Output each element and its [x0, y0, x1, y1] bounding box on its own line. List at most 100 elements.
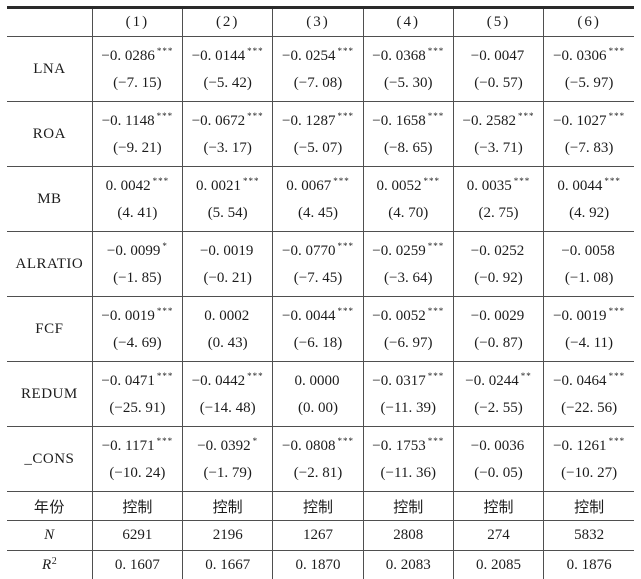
header-cell-model-4: (4) — [362, 7, 454, 37]
significance-stars: *** — [156, 436, 174, 446]
t-statistic: (−3. 64) — [384, 270, 433, 286]
coefficient-value: −0. 1287 — [281, 113, 336, 129]
meta-cell: 2196 — [182, 520, 274, 551]
coef-cell: −0. 0019 (−0. 21) — [182, 231, 274, 297]
t-statistic: (−1. 85) — [113, 270, 162, 286]
t-statistic: (0. 00) — [297, 400, 338, 416]
t-statistic: (−1. 79) — [203, 465, 252, 481]
t-statistic: (−0. 92) — [474, 270, 523, 286]
meta-cell: 1267 — [272, 520, 364, 551]
coefficient-value: 0. 0002 — [204, 308, 250, 324]
t-statistic: (−3. 17) — [203, 140, 252, 156]
coef-cell: −0. 0244 ** (−2. 55) — [452, 361, 545, 427]
significance-stars: *** — [604, 176, 621, 186]
coef-cell: −0. 1027 *** (−7. 83) — [543, 101, 634, 167]
variable-name: MB — [37, 190, 62, 207]
significance-stars: *** — [156, 111, 174, 121]
meta-value: 5832 — [574, 527, 605, 543]
coefficient-value: −0. 0254 — [281, 48, 336, 64]
significance-stars: *** — [608, 111, 626, 121]
significance-stars: *** — [427, 436, 445, 446]
t-statistic: (−7. 08) — [293, 75, 343, 91]
coef-cell: 0. 0052 *** (4. 70) — [362, 166, 454, 232]
coef-cell: −0. 0317 *** (−11. 39) — [362, 361, 454, 427]
t-statistic: (−11. 39) — [380, 400, 436, 416]
row-label: REDUM — [7, 361, 93, 427]
table-row: N 6291 2196 1267 2808 274 5832 — [7, 520, 634, 551]
coefficient-value: −0. 0770 — [281, 243, 336, 259]
coef-cell: −0. 0259 *** (−3. 64) — [362, 231, 454, 297]
t-statistic: (2. 75) — [478, 205, 519, 221]
coef-cell: −0. 0044 *** (−6. 18) — [272, 296, 364, 362]
row-label: ROA — [7, 101, 93, 167]
significance-stars: *** — [423, 176, 440, 186]
coefficient-value: −0. 0019 — [101, 308, 155, 324]
meta-value: 274 — [487, 527, 510, 543]
t-statistic: (−5. 42) — [203, 75, 252, 91]
significance-stars: *** — [247, 371, 264, 381]
meta-cell: 0. 1876 — [543, 550, 634, 579]
significance-stars: *** — [152, 176, 170, 186]
coef-cell: −0. 0471 *** (−25. 91) — [91, 361, 184, 427]
header-cell-model-3: (3) — [272, 7, 364, 37]
coefficient-value: −0. 0392 — [197, 438, 251, 454]
variable-name: R — [42, 557, 52, 573]
meta-cell: 0. 1667 — [182, 550, 274, 579]
header-cell-model-2: (2) — [182, 7, 274, 37]
coef-cell: −0. 0052 *** (−6. 97) — [362, 296, 454, 362]
variable-name: 年份 — [33, 499, 65, 516]
coefficient-value: 0. 0044 — [557, 178, 603, 194]
table-row: FCF −0. 0019 *** (−4. 69) 0. 0002 (0. 43) −0. … — [7, 296, 634, 362]
t-statistic: (−7. 83) — [564, 140, 614, 156]
coefficient-value: −0. 1171 — [101, 438, 155, 454]
row-label: R2 — [7, 550, 93, 579]
coefficient-value: −0. 0442 — [191, 373, 246, 389]
coef-cell: −0. 0306 *** (−5. 97) — [543, 36, 634, 102]
table-row: _CONS −0. 1171 *** (−10. 24) −0. 0392 * (−1. 7… — [7, 426, 634, 492]
t-statistic: (−14. 48) — [199, 400, 256, 416]
significance-stars: *** — [427, 46, 445, 56]
t-statistic: (−6. 97) — [384, 335, 433, 351]
header-row: (1) (2) (3) (4) (5) (6) — [7, 7, 634, 37]
coef-cell: −0. 0058 (−1. 08) — [543, 231, 634, 297]
t-statistic: (−6. 18) — [293, 335, 343, 351]
t-statistic: (−0. 87) — [474, 335, 523, 351]
coefficient-value: −0. 0471 — [101, 373, 155, 389]
coefficient-value: −0. 0368 — [372, 48, 426, 64]
significance-stars: *** — [337, 241, 354, 251]
meta-cell: 控制 — [362, 491, 454, 521]
header-cell-model-5: (5) — [452, 7, 545, 37]
t-statistic: (−5. 07) — [293, 140, 343, 156]
meta-value: 0. 2085 — [476, 556, 522, 573]
coef-cell: −0. 2582 *** (−3. 71) — [452, 101, 545, 167]
t-statistic: (−0. 05) — [474, 465, 523, 481]
coef-cell: 0. 0044 *** (4. 92) — [543, 166, 634, 232]
coef-cell: −0. 0019 *** (−4. 69) — [91, 296, 184, 362]
coefficient-value: −0. 0058 — [561, 243, 615, 259]
coefficient-value: −0. 0029 — [470, 308, 525, 324]
significance-stars: *** — [427, 306, 445, 316]
coef-cell: −0. 0099 * (−1. 85) — [91, 231, 184, 297]
row-label: LNA — [7, 36, 93, 102]
coef-cell: 0. 0000 (0. 00) — [272, 361, 364, 427]
coefficient-value: −0. 1261 — [553, 438, 607, 454]
header-cell-model-6: (6) — [543, 7, 634, 37]
t-statistic: (−3. 71) — [474, 140, 523, 156]
meta-cell: 控制 — [543, 491, 634, 521]
significance-stars: *** — [608, 436, 626, 446]
significance-stars: *** — [156, 46, 174, 56]
variable-name: ROA — [32, 125, 66, 142]
significance-stars: *** — [337, 436, 354, 446]
coefficient-value: −0. 0044 — [281, 308, 336, 324]
meta-value: 0. 1876 — [566, 556, 612, 573]
coef-cell: 0. 0042 *** (4. 41) — [91, 166, 184, 232]
meta-value: 控制 — [302, 499, 333, 516]
coef-cell: −0. 0770 *** (−7. 45) — [272, 231, 364, 297]
t-statistic: (−11. 36) — [380, 465, 436, 481]
significance-stars: *** — [242, 176, 260, 186]
t-statistic: (−0. 57) — [474, 75, 523, 91]
variable-name: FCF — [35, 320, 64, 337]
coefficient-value: −0. 0099 — [106, 243, 161, 259]
coef-cell: −0. 0286 *** (−7. 15) — [91, 36, 184, 102]
coef-cell: −0. 0464 *** (−22. 56) — [543, 361, 634, 427]
